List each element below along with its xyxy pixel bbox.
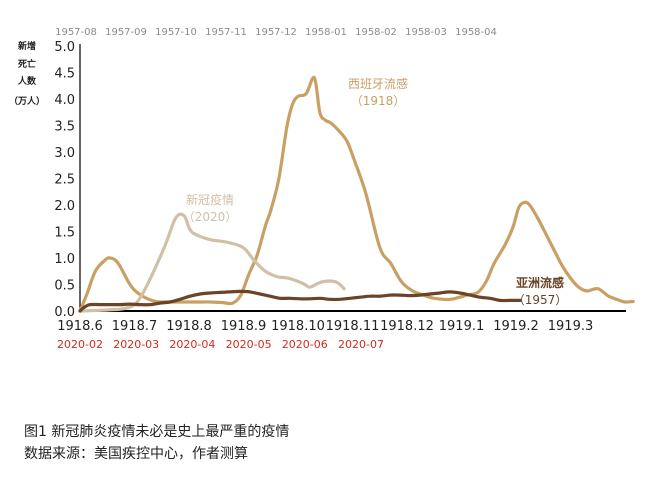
bottom-x-tick-label: 2020-02 [57,338,103,351]
top-x-tick-label: 1957-08 [55,27,97,38]
bottom-x-tick-label: 2020-07 [338,338,384,351]
y-tick-label: 3.5 [54,120,75,135]
top-x-tick-label: 1957-11 [205,27,247,38]
y-axis-title-line: 新增 [18,40,36,52]
y-axis-title-line: 人数 [17,75,37,87]
y-tick-label: 2.5 [54,173,75,188]
series-annotation-name: 新冠疫情 [186,192,234,207]
y-axis-title-line: 死亡 [17,58,36,70]
top-x-tick-label: 1958-01 [305,27,347,38]
top-x-tick-label: 1958-02 [355,27,397,38]
x-tick-label: 1918.8 [166,319,212,334]
x-tick-label: 1918.6 [57,319,103,334]
figure-title: 图1 新冠肺炎疫情未必是史上最严重的疫情 [24,424,290,440]
bottom-x-tick-label: 2020-05 [226,338,272,351]
data-source: 数据来源：美国疾控中心，作者测算 [24,446,248,462]
series-line-spanish-flu-1918 [78,75,635,313]
y-tick-label: 1.0 [54,252,75,267]
bottom-x-tick-label: 2020-03 [113,338,159,351]
x-tick-label: 1918.12 [380,319,434,334]
y-tick-label: 0.5 [54,279,75,294]
top-x-tick-label: 1957-12 [255,27,297,38]
y-tick-label: 4.0 [54,93,75,108]
bottom-x-tick-label: 2020-06 [282,338,328,351]
series-annotation-year: （1918） [351,94,406,108]
y-tick-label: 0.0 [54,305,75,320]
y-tick-label: 1.5 [54,226,75,241]
y-tick-label: 5.0 [54,40,75,55]
series-line-covid-2020 [78,212,346,313]
series-line-asian-flu-1957 [78,289,522,313]
x-tick-label: 1918.7 [112,319,158,334]
top-x-tick-label: 1958-04 [455,27,497,38]
x-tick-label: 1918.11 [326,319,380,334]
series-annotation-year: （1957） [513,293,568,307]
x-tick-label: 1919.2 [493,319,539,334]
series-annotation-year: （2020） [183,210,238,224]
series-annotation-name: 西班牙流感 [348,76,408,91]
x-tick-label: 1918.10 [271,319,325,334]
y-tick-label: 3.0 [54,146,75,161]
y-tick-label: 2.0 [54,199,75,214]
top-x-tick-label: 1957-10 [155,27,197,38]
top-x-tick-label: 1957-09 [105,27,147,38]
x-tick-label: 1919.3 [548,319,594,334]
y-axis-title-line: （万人） [9,95,45,107]
series-annotation-name: 亚洲流感 [516,275,564,290]
x-tick-label: 1919.1 [439,319,485,334]
y-tick-label: 4.5 [54,67,75,82]
x-tick-label: 1918.9 [221,319,267,334]
top-x-tick-label: 1958-03 [405,27,447,38]
bottom-x-tick-label: 2020-04 [169,338,215,351]
